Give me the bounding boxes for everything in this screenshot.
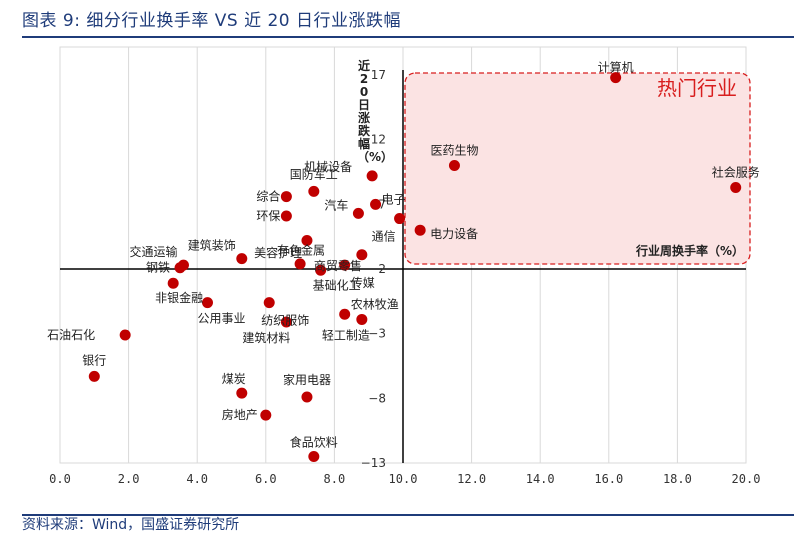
y-tick-label: 17 bbox=[371, 68, 386, 82]
point-label: 机械设备 bbox=[304, 159, 352, 174]
point-label: 交通运输 bbox=[129, 244, 177, 259]
y-tick-label: −3 bbox=[368, 327, 386, 341]
data-point bbox=[610, 72, 622, 84]
point-label: 煤炭 bbox=[222, 372, 246, 386]
data-point bbox=[315, 264, 327, 276]
x-tick-label: 8.0 bbox=[324, 472, 346, 486]
point-label: 综合 bbox=[256, 189, 280, 204]
data-point bbox=[730, 182, 742, 194]
data-point bbox=[308, 185, 320, 197]
point-label: 农林牧渔 bbox=[351, 297, 399, 311]
data-point bbox=[370, 198, 382, 210]
x-tick-label: 0.0 bbox=[49, 472, 71, 486]
point-label: 有色金属 bbox=[277, 243, 325, 258]
data-point bbox=[356, 249, 368, 261]
y-tick-label: −13 bbox=[361, 456, 386, 470]
tick-layer: 0.0 2.0 4.0 6.0 8.0 10.0 12.0 14.0 16.0 18.0 20.0 1… bbox=[49, 68, 760, 486]
y-tick-label: −8 bbox=[368, 391, 386, 405]
x-tick-label: 18.0 bbox=[663, 472, 692, 486]
x-tick-label: 20.0 bbox=[732, 472, 761, 486]
point-label: 计算机 bbox=[598, 60, 634, 75]
title-divider bbox=[22, 36, 794, 38]
data-point bbox=[356, 313, 368, 325]
point-label: 轻工制造 bbox=[322, 328, 370, 342]
data-point bbox=[280, 316, 292, 328]
source-divider bbox=[22, 514, 794, 516]
data-point bbox=[201, 297, 213, 309]
point-label: 银行 bbox=[82, 353, 106, 367]
point-label: 食品饮料 bbox=[290, 435, 338, 450]
hot-zone-label: 热门行业 bbox=[657, 76, 737, 100]
point-label: 美容护理 bbox=[254, 245, 302, 260]
source-note: 资料来源：Wind，国盛证券研究所 bbox=[22, 517, 240, 533]
x-axis-title: 行业周换手率（%） bbox=[636, 244, 745, 258]
hot-zone-layer bbox=[404, 72, 751, 265]
point-label: 纺织服饰 bbox=[261, 314, 309, 328]
data-point bbox=[301, 391, 313, 403]
point-label: 非银金融 bbox=[155, 290, 203, 305]
x-tick-label: 10.0 bbox=[389, 472, 418, 486]
data-point bbox=[174, 262, 186, 274]
x-tick-label: 2.0 bbox=[118, 472, 140, 486]
point-label: 建筑材料 bbox=[242, 330, 290, 345]
axis-layer bbox=[60, 70, 746, 463]
point-label: 公用事业 bbox=[197, 312, 245, 326]
point-label: 汽车 bbox=[324, 197, 348, 212]
data-point bbox=[339, 308, 351, 320]
data-point bbox=[394, 213, 406, 225]
data-point bbox=[236, 253, 248, 265]
data-point bbox=[260, 409, 272, 421]
point-label: 基础化工 bbox=[313, 278, 361, 292]
data-point bbox=[301, 235, 313, 247]
data-point bbox=[308, 451, 320, 463]
data-point bbox=[119, 329, 131, 341]
y-tick-label: 7 bbox=[378, 197, 386, 211]
x-tick-label: 4.0 bbox=[186, 472, 208, 486]
y-tick-label: 12 bbox=[371, 133, 386, 147]
x-tick-label: 6.0 bbox=[255, 472, 277, 486]
point-label: 医药生物 bbox=[430, 144, 478, 158]
data-point bbox=[280, 191, 292, 203]
x-tick-label: 16.0 bbox=[594, 472, 623, 486]
figure-title: 图表 9: 细分行业换手率 VS 近 20 日行业涨跌幅 bbox=[22, 11, 402, 31]
data-point bbox=[280, 210, 292, 222]
data-point bbox=[294, 258, 306, 270]
data-point bbox=[236, 387, 248, 399]
y-axis-title: 近20日涨跌幅（%） bbox=[357, 59, 394, 164]
data-point bbox=[352, 207, 364, 219]
data-point bbox=[448, 160, 460, 172]
point-label: 商贸零售 bbox=[314, 258, 362, 273]
point-label: 房地产 bbox=[222, 407, 258, 422]
point-label: 家用电器 bbox=[283, 372, 331, 387]
point-label: 钢铁 bbox=[146, 261, 170, 275]
point-label: 石油石化 bbox=[47, 328, 95, 342]
point-label: 国防军工 bbox=[290, 166, 338, 181]
point-label: 建筑装饰 bbox=[188, 238, 236, 253]
data-point bbox=[167, 277, 179, 289]
point-label: 传媒 bbox=[351, 275, 375, 290]
data-point bbox=[339, 259, 351, 271]
y-tick-label: 2 bbox=[378, 262, 386, 276]
x-tick-label: 12.0 bbox=[457, 472, 486, 486]
point-label: 电力设备 bbox=[430, 227, 478, 241]
point-label: 电子 bbox=[382, 192, 406, 206]
data-point bbox=[88, 370, 100, 382]
data-point bbox=[263, 297, 275, 309]
data-point bbox=[366, 170, 378, 182]
data-point bbox=[414, 224, 426, 236]
point-label: 通信 bbox=[372, 230, 396, 244]
point-label: 环保 bbox=[256, 209, 280, 223]
point-layer bbox=[88, 72, 742, 463]
hot-zone-box bbox=[404, 72, 751, 265]
x-tick-label: 14.0 bbox=[526, 472, 555, 486]
point-label: 社会服务 bbox=[712, 165, 760, 180]
